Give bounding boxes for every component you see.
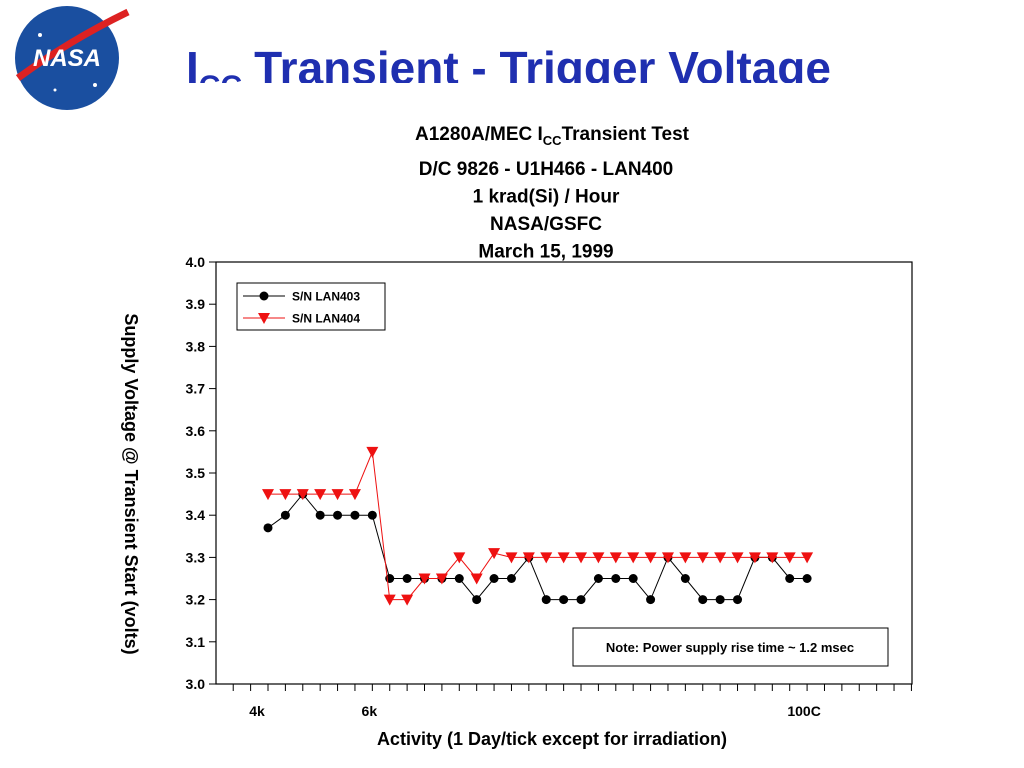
chart-title: A1280A/MEC ICCTransient Test bbox=[415, 124, 690, 148]
point bbox=[679, 552, 692, 564]
point bbox=[314, 489, 327, 501]
point bbox=[418, 573, 431, 585]
point bbox=[453, 552, 466, 564]
point bbox=[540, 552, 553, 564]
point bbox=[541, 595, 551, 605]
point bbox=[783, 552, 796, 564]
point bbox=[279, 489, 292, 501]
point bbox=[715, 595, 725, 605]
point bbox=[348, 489, 361, 501]
point bbox=[661, 552, 674, 564]
point bbox=[627, 552, 640, 564]
point bbox=[470, 573, 483, 585]
point bbox=[402, 574, 412, 583]
y-tick-label: 3.1 bbox=[186, 634, 206, 650]
point bbox=[696, 552, 709, 564]
point bbox=[785, 574, 795, 583]
y-axis-label: Supply Voltage @ Transient Start (volts) bbox=[121, 313, 141, 654]
point bbox=[333, 510, 343, 520]
series-line bbox=[267, 493, 808, 601]
point bbox=[592, 552, 605, 564]
point bbox=[506, 574, 516, 583]
chart-subtitle: March 15, 1999 bbox=[478, 242, 613, 263]
point bbox=[489, 574, 499, 583]
point bbox=[593, 574, 603, 583]
point bbox=[350, 510, 360, 520]
point bbox=[628, 574, 638, 583]
point bbox=[731, 552, 744, 564]
point bbox=[488, 548, 501, 560]
point bbox=[454, 574, 464, 583]
point bbox=[401, 594, 414, 606]
x-tick-label: 100C bbox=[787, 703, 820, 719]
slide-title: ICC Transient - Trigger Voltage bbox=[186, 42, 831, 103]
logo-text: NASA bbox=[33, 45, 101, 72]
point bbox=[472, 595, 482, 605]
point bbox=[680, 574, 690, 583]
title-rest: Transient - Trigger Voltage bbox=[254, 42, 831, 94]
title-text: ICC Transient - Trigger Voltage bbox=[186, 42, 831, 103]
y-tick-label: 3.2 bbox=[186, 592, 206, 608]
nasa-logo: NASA bbox=[15, 6, 130, 110]
point bbox=[609, 552, 622, 564]
y-tick-label: 3.9 bbox=[186, 296, 206, 312]
point bbox=[331, 489, 344, 501]
y-tick-label: 3.0 bbox=[186, 676, 206, 692]
legend-label: S/N LAN404 bbox=[292, 312, 360, 326]
x-axis-label: Activity (1 Day/tick except for irradiat… bbox=[377, 729, 727, 749]
point bbox=[802, 574, 812, 583]
chart-subtitle: 1 krad(Si) / Hour bbox=[473, 187, 620, 208]
point bbox=[644, 552, 657, 564]
point bbox=[766, 552, 779, 564]
point bbox=[748, 552, 761, 564]
point bbox=[576, 595, 586, 605]
point bbox=[263, 523, 273, 533]
point bbox=[435, 573, 448, 585]
point bbox=[714, 552, 727, 564]
y-tick-label: 3.5 bbox=[186, 465, 206, 481]
x-tick-label: 6k bbox=[362, 703, 378, 719]
point bbox=[557, 552, 570, 564]
annotation: Note: Power supply rise time ~ 1.2 msec bbox=[606, 640, 854, 655]
point bbox=[383, 594, 396, 606]
point bbox=[280, 510, 290, 520]
point bbox=[296, 489, 309, 501]
point bbox=[698, 595, 708, 605]
point bbox=[733, 595, 743, 605]
point bbox=[505, 552, 518, 564]
y-tick-label: 3.8 bbox=[186, 338, 206, 354]
note-box bbox=[572, 627, 889, 667]
point bbox=[366, 446, 379, 458]
legend-box bbox=[236, 282, 386, 331]
title-sub: CC bbox=[199, 70, 242, 103]
point bbox=[611, 574, 621, 583]
y-tick-label: 3.3 bbox=[186, 549, 206, 565]
point bbox=[646, 595, 656, 605]
point bbox=[559, 595, 569, 605]
y-tick-label: 3.4 bbox=[186, 507, 206, 523]
legend-label: S/N LAN403 bbox=[292, 290, 360, 304]
chart-subtitle: NASA/GSFC bbox=[490, 214, 602, 235]
point bbox=[315, 510, 325, 520]
title-main: I bbox=[186, 42, 199, 94]
y-tick-label: 3.7 bbox=[186, 381, 206, 397]
legend-marker bbox=[259, 291, 269, 301]
y-tick-label: 4.0 bbox=[186, 254, 206, 270]
point bbox=[801, 552, 814, 564]
point bbox=[575, 552, 588, 564]
chart-subtitle: D/C 9826 - U1H466 - LAN400 bbox=[419, 159, 674, 180]
point bbox=[522, 552, 535, 564]
point bbox=[262, 489, 274, 501]
x-tick-label: 4k bbox=[249, 703, 265, 719]
point bbox=[367, 510, 377, 520]
y-tick-label: 3.6 bbox=[186, 423, 206, 439]
legend-marker bbox=[258, 313, 270, 324]
